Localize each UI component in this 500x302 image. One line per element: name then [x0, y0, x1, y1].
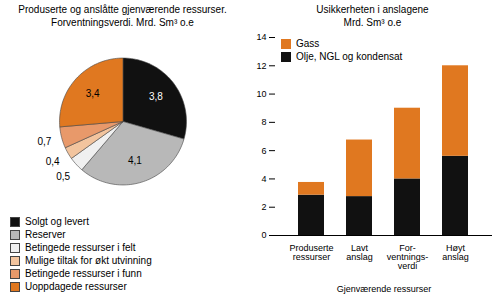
html-text:Gass: Gass	[296, 38, 320, 49]
svg-text:Lavtanslag: Lavtanslag	[346, 243, 373, 262]
html-text:Forventningsverdi. Mrd. Sm³ o.: Forventningsverdi. Mrd. Sm³ o.e	[51, 17, 194, 28]
svg-text:6: 6	[261, 146, 266, 156]
html-text:Betingede ressurser i felt: Betingede ressurser i felt	[25, 242, 136, 253]
svg-text:8: 8	[261, 117, 266, 127]
svg-text:For-ventnings-verdi: For-ventnings-verdi	[387, 243, 429, 271]
html-text:Produserte og anslåtte gjenvær: Produserte og anslåtte gjenværende ressu…	[18, 4, 227, 15]
svg-text:0,7: 0,7	[37, 136, 51, 147]
html-text:Betingede ressurser i funn: Betingede ressurser i funn	[25, 268, 142, 279]
svg-text:0,4: 0,4	[46, 156, 60, 167]
svg-text:14: 14	[256, 32, 266, 42]
svg-text:10: 10	[256, 89, 266, 99]
html-text:Usikkerheten i anslagene: Usikkerheten i anslagene	[316, 4, 429, 15]
svg-text:3,8: 3,8	[149, 91, 163, 102]
html-text:Mulige tiltak for økt utvinnin: Mulige tiltak for økt utvinning	[25, 255, 152, 266]
svg-text:3,4: 3,4	[86, 88, 100, 99]
html-text:Olje, NGL og kondensat: Olje, NGL og kondensat	[296, 51, 403, 62]
svg-text:4,1: 4,1	[128, 155, 142, 166]
svg-text:2: 2	[261, 202, 266, 212]
svg-text:Produserteressurser: Produserteressurser	[289, 243, 333, 262]
svg-text:0: 0	[261, 230, 266, 240]
html-text:Uoppdagede ressurser: Uoppdagede ressurser	[25, 281, 127, 292]
svg-text:Høytanslag: Høytanslag	[442, 243, 469, 262]
html-text:Mrd. Sm³ o.e: Mrd. Sm³ o.e	[343, 17, 402, 28]
svg-text:4: 4	[261, 174, 266, 184]
svg-text:12: 12	[256, 61, 266, 71]
svg-text:Gjenværende ressurser: Gjenværende ressurser	[337, 284, 432, 294]
html-text:Solgt og levert: Solgt og levert	[25, 216, 89, 227]
html-text:Reserver: Reserver	[25, 229, 66, 240]
svg-text:0,5: 0,5	[56, 171, 70, 182]
